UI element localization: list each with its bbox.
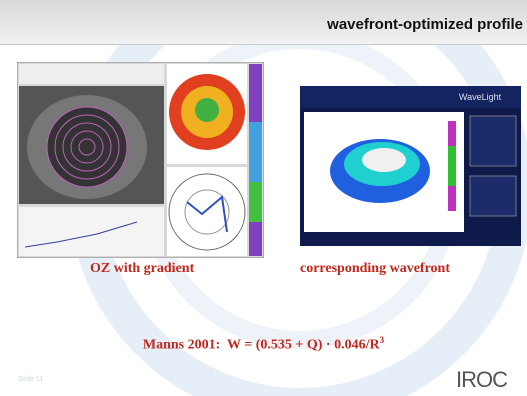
wavefront-image: WaveLight <box>300 86 521 246</box>
page-label: Seite 11 <box>18 376 43 383</box>
formula-exponent: 3 <box>380 335 385 345</box>
brand-text: WaveLight <box>459 92 502 102</box>
left-caption: OZ with gradient <box>90 261 194 277</box>
topography-image <box>17 62 264 258</box>
formula-text: Manns 2001: W = (0.535 + Q) · 0.046/R <box>143 338 380 353</box>
formula: Manns 2001: W = (0.535 + Q) · 0.046/R3 <box>0 335 527 354</box>
slide-title: wavefront-optimized profile <box>327 16 523 33</box>
right-caption: corresponding wavefront <box>300 261 450 277</box>
logo: IROC <box>456 367 507 393</box>
slide: {"header": {"title": "wavefront-optimize… <box>0 0 527 396</box>
